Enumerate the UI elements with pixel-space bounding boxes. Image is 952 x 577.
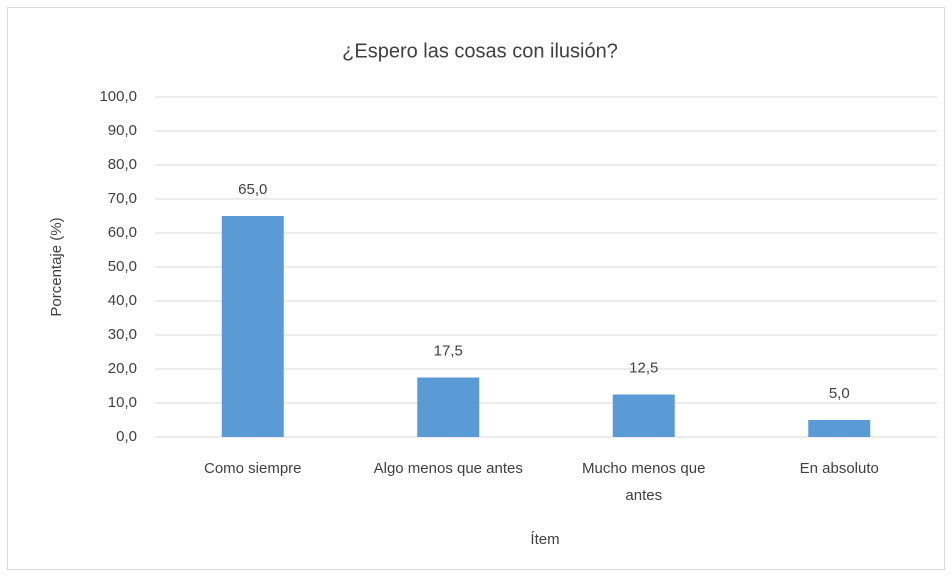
y-tick-label: 30,0 (108, 326, 137, 343)
x-tick-label: Algo menos que antes (373, 460, 523, 477)
data-label: 12,5 (629, 359, 658, 376)
x-tick-label: En absoluto (799, 460, 879, 477)
bar (612, 394, 675, 437)
bar (417, 377, 480, 437)
y-tick-label: 60,0 (108, 224, 137, 241)
y-tick-label: 10,0 (108, 394, 137, 411)
y-axis-title: Porcentaje (%) (48, 217, 65, 316)
y-tick-label: 70,0 (108, 190, 137, 207)
data-label: 5,0 (829, 385, 850, 402)
bar (808, 420, 871, 437)
y-tick-label: 100,0 (99, 88, 137, 105)
y-tick-label: 50,0 (108, 258, 137, 275)
y-tick-label: 20,0 (108, 360, 137, 377)
y-tick-label: 40,0 (108, 292, 137, 309)
y-tick-label: 80,0 (108, 156, 137, 173)
y-tick-label: 0,0 (116, 428, 137, 445)
chart-frame (7, 7, 945, 570)
x-tick-label: Mucho menos que antes (582, 460, 706, 504)
data-label: 65,0 (238, 181, 267, 198)
x-axis-title: Ítem (530, 531, 559, 548)
data-label: 17,5 (434, 342, 463, 359)
x-tick-label: Como siempre (203, 460, 302, 477)
chart-title: ¿Espero las cosas con ilusión? (342, 40, 618, 62)
bar (221, 216, 284, 437)
y-tick-label: 90,0 (108, 122, 137, 139)
